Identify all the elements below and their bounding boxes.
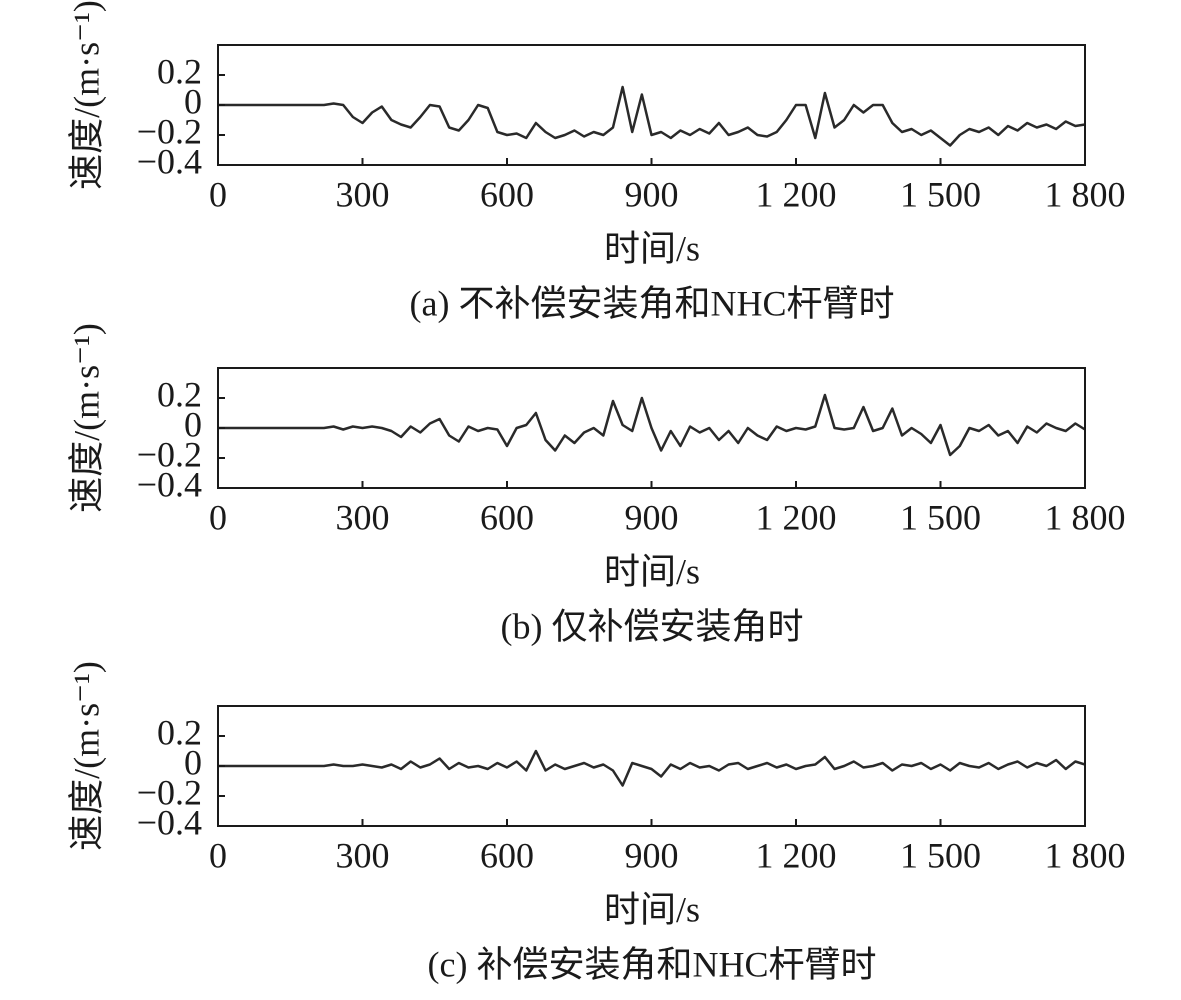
x-tick-label: 600 [480, 174, 534, 214]
y-tick-label: 0.2 [157, 51, 202, 91]
x-tick-label: 1 200 [756, 174, 837, 214]
y-axis-label: 速度/(m·s⁻¹) [66, 661, 106, 851]
y-tick-label: −0.2 [137, 111, 202, 151]
x-tick-label: 1 800 [1045, 497, 1126, 537]
x-tick-label: 0 [209, 835, 227, 875]
y-tick-label: 0 [184, 404, 202, 444]
x-tick-label: 300 [336, 497, 390, 537]
y-axis-label: 速度/(m·s⁻¹) [66, 323, 106, 513]
y-tick-label: 0.2 [157, 374, 202, 414]
y-tick-label: −0.4 [137, 464, 202, 504]
data-line [218, 749, 1086, 787]
x-tick-label: 300 [336, 174, 390, 214]
data-line [218, 393, 1086, 457]
x-tick-label: 0 [209, 174, 227, 214]
x-tick-label: 1 800 [1045, 835, 1126, 875]
x-axis-label: 时间/s [604, 228, 700, 268]
y-axis-label: 速度/(m·s⁻¹) [66, 0, 106, 190]
x-axis-label: 时间/s [604, 551, 700, 591]
y-tick-label: −0.2 [137, 772, 202, 812]
x-tick-label: 300 [336, 835, 390, 875]
caption: (c) 补偿安装角和NHC杆臂时 [428, 944, 877, 984]
x-tick-label: 900 [625, 497, 679, 537]
x-tick-label: 1 200 [756, 497, 837, 537]
data-line [218, 85, 1086, 147]
x-axis-label: 时间/s [604, 889, 700, 929]
x-tick-label: 900 [625, 174, 679, 214]
y-tick-label: 0 [184, 81, 202, 121]
caption: (b) 仅补偿安装角时 [501, 606, 804, 646]
x-tick-label: 0 [209, 497, 227, 537]
x-tick-label: 1 500 [900, 835, 981, 875]
y-tick-label: −0.4 [137, 802, 202, 842]
x-tick-label: 1 500 [900, 497, 981, 537]
caption: (a) 不补偿安装角和NHC杆臂时 [410, 283, 895, 323]
y-tick-label: −0.4 [137, 141, 202, 181]
y-tick-label: 0 [184, 742, 202, 782]
x-tick-label: 1 500 [900, 174, 981, 214]
plot-frame [217, 44, 1086, 166]
y-tick-label: 0.2 [157, 712, 202, 752]
y-tick-label: −0.2 [137, 434, 202, 474]
x-tick-label: 600 [480, 497, 534, 537]
x-tick-label: 1 800 [1045, 174, 1126, 214]
x-tick-label: 900 [625, 835, 679, 875]
x-tick-label: 600 [480, 835, 534, 875]
x-tick-label: 1 200 [756, 835, 837, 875]
